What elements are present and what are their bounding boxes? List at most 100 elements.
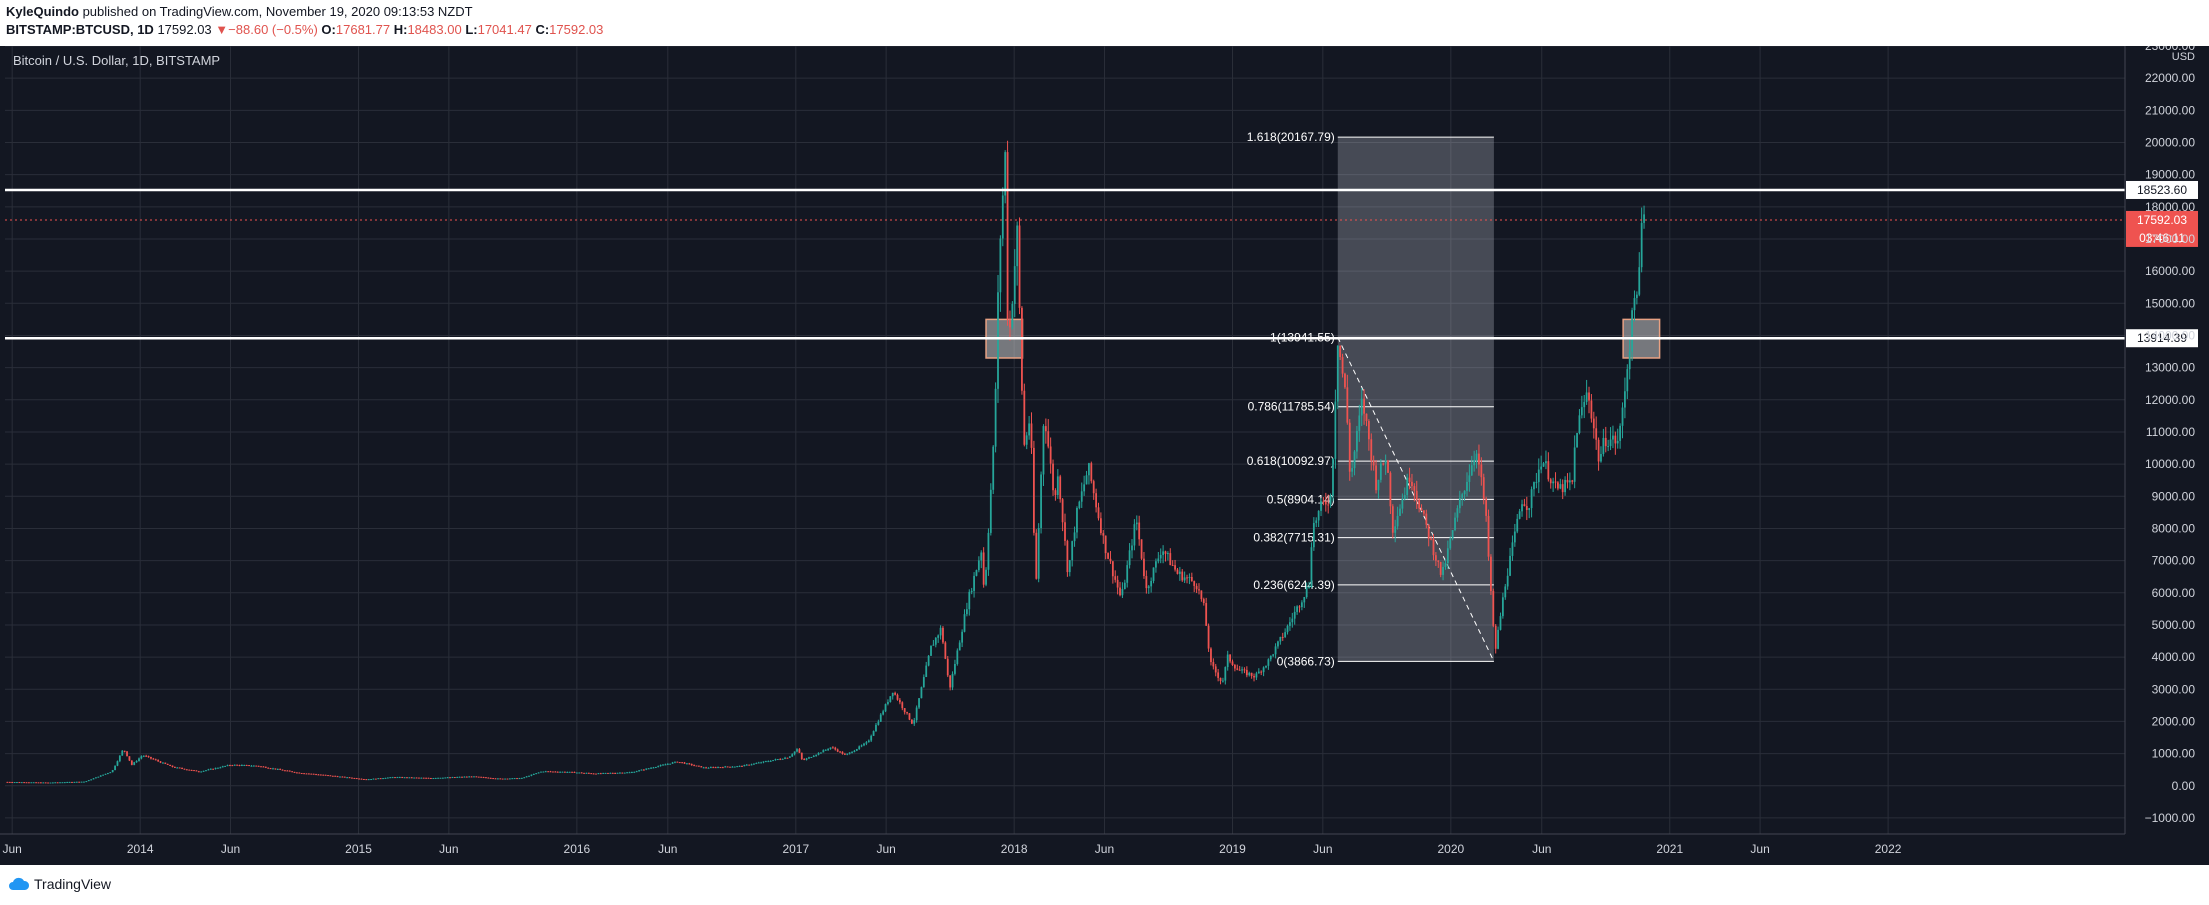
- fib-level-label: 0(3866.73): [1277, 654, 1335, 668]
- candle-body: [1255, 673, 1258, 678]
- candle-body: [867, 740, 870, 743]
- candle-body: [1580, 407, 1583, 416]
- level-price-label: 18523.60: [2137, 183, 2187, 197]
- candle-body: [1150, 580, 1153, 587]
- candle-body: [80, 781, 83, 783]
- candle-body: [848, 752, 851, 754]
- candle-body: [293, 771, 296, 773]
- time-tick-label: 2021: [1656, 842, 1683, 856]
- price-tick-label: 18000.00: [2145, 200, 2195, 214]
- price-tick-label: 10000.00: [2145, 457, 2195, 471]
- price-axis[interactable]: −1000.00 0.00 1000.00 2000.00 3000.00 4000.00…: [2124, 46, 2196, 834]
- candle-body: [1188, 577, 1191, 579]
- candle-body: [434, 777, 437, 779]
- candle-body: [829, 747, 832, 750]
- candle-body: [312, 773, 315, 775]
- candle-body: [1509, 555, 1511, 576]
- candle-body: [1298, 606, 1301, 608]
- candle-body: [552, 771, 554, 773]
- candle-body: [724, 766, 727, 768]
- candle-body: [1073, 532, 1076, 542]
- candle-body: [961, 631, 964, 643]
- candle-body: [489, 777, 492, 779]
- candle-body: [1537, 469, 1540, 483]
- candle-body: [284, 770, 286, 772]
- tradingview-brand[interactable]: TradingView: [34, 876, 112, 892]
- candle-body: [1001, 195, 1004, 239]
- candle-body: [317, 774, 320, 776]
- candle-body: [1159, 554, 1162, 559]
- candle-body: [1513, 531, 1516, 543]
- candle-body: [585, 772, 588, 774]
- candle-body: [908, 713, 911, 720]
- candle-body: [1238, 669, 1241, 671]
- candle-body: [1078, 501, 1081, 508]
- candle-body: [6, 781, 9, 783]
- time-tick-label: Jun: [876, 842, 895, 856]
- candle-body: [1375, 465, 1377, 491]
- candle-body: [812, 755, 815, 758]
- horizontal-levels[interactable]: 18523.60 13914.39 17592.03 03:46:11: [5, 180, 2198, 348]
- candle-body: [1178, 571, 1181, 574]
- candle-body: [1399, 508, 1401, 516]
- candle-body: [621, 772, 624, 774]
- candle-body: [987, 532, 990, 570]
- publish-header: KyleQuindo published on TradingView.com,…: [0, 0, 2209, 46]
- candle-body: [135, 760, 138, 763]
- candle-body: [520, 777, 523, 779]
- candle-body: [68, 781, 71, 783]
- candle-body: [1076, 507, 1078, 533]
- candle-body: [623, 772, 626, 774]
- candle-body: [851, 752, 853, 754]
- candle-body: [444, 777, 447, 779]
- time-tick-label: 2016: [564, 842, 591, 856]
- grid-lines: [0, 46, 2209, 865]
- candle-body: [190, 769, 193, 771]
- candle-body: [1016, 225, 1019, 267]
- candle-body: [499, 778, 502, 780]
- candle-body: [1169, 553, 1172, 566]
- candle-body: [252, 765, 255, 767]
- candle-body: [556, 771, 559, 773]
- candle-body: [1064, 522, 1066, 541]
- candle-body: [39, 782, 42, 784]
- candle-body: [1085, 475, 1088, 485]
- candle-body: [236, 764, 238, 766]
- candle-body: [774, 759, 777, 761]
- candle-body: [83, 781, 85, 783]
- candle-body: [1614, 435, 1617, 444]
- candle-body: [930, 645, 932, 656]
- time-axis[interactable]: Jun 2014 Jun 2015 Jun 2016 Jun 2017 Jun 2018 Jun 20…: [0, 833, 2125, 856]
- candle-body: [1042, 426, 1045, 475]
- candle-body: [1243, 669, 1246, 671]
- candle-body: [1210, 648, 1212, 663]
- candle-body: [226, 765, 229, 767]
- price-chart[interactable]: 1.618(20167.79)1(13941.55)0.786(11785.54…: [0, 46, 2209, 865]
- candle-body: [1351, 468, 1354, 472]
- candle-body: [884, 704, 887, 712]
- candle-body: [951, 673, 954, 688]
- candle-body: [92, 778, 95, 780]
- candle-body: [865, 742, 868, 744]
- candle-body: [554, 771, 557, 773]
- candle-body: [1446, 548, 1449, 564]
- candle-body: [1322, 501, 1325, 503]
- candle-body: [183, 768, 186, 770]
- candle-body: [760, 762, 763, 764]
- candle-body: [1190, 577, 1193, 582]
- candle-body: [827, 749, 830, 751]
- candle-body: [279, 768, 282, 770]
- candle-body: [35, 782, 38, 784]
- price-tick-label: 7000.00: [2152, 554, 2196, 568]
- candle-body: [741, 765, 743, 767]
- candle-body: [1009, 319, 1011, 328]
- candle-body: [1293, 611, 1296, 619]
- candle-body: [1272, 654, 1275, 656]
- time-tick-label: 2018: [1001, 842, 1028, 856]
- candle-body: [66, 781, 69, 783]
- candle-body: [1047, 431, 1050, 447]
- candle-body: [482, 777, 485, 779]
- candle-body: [843, 753, 846, 755]
- author-name[interactable]: KyleQuindo: [6, 4, 79, 19]
- candle-body: [255, 765, 258, 767]
